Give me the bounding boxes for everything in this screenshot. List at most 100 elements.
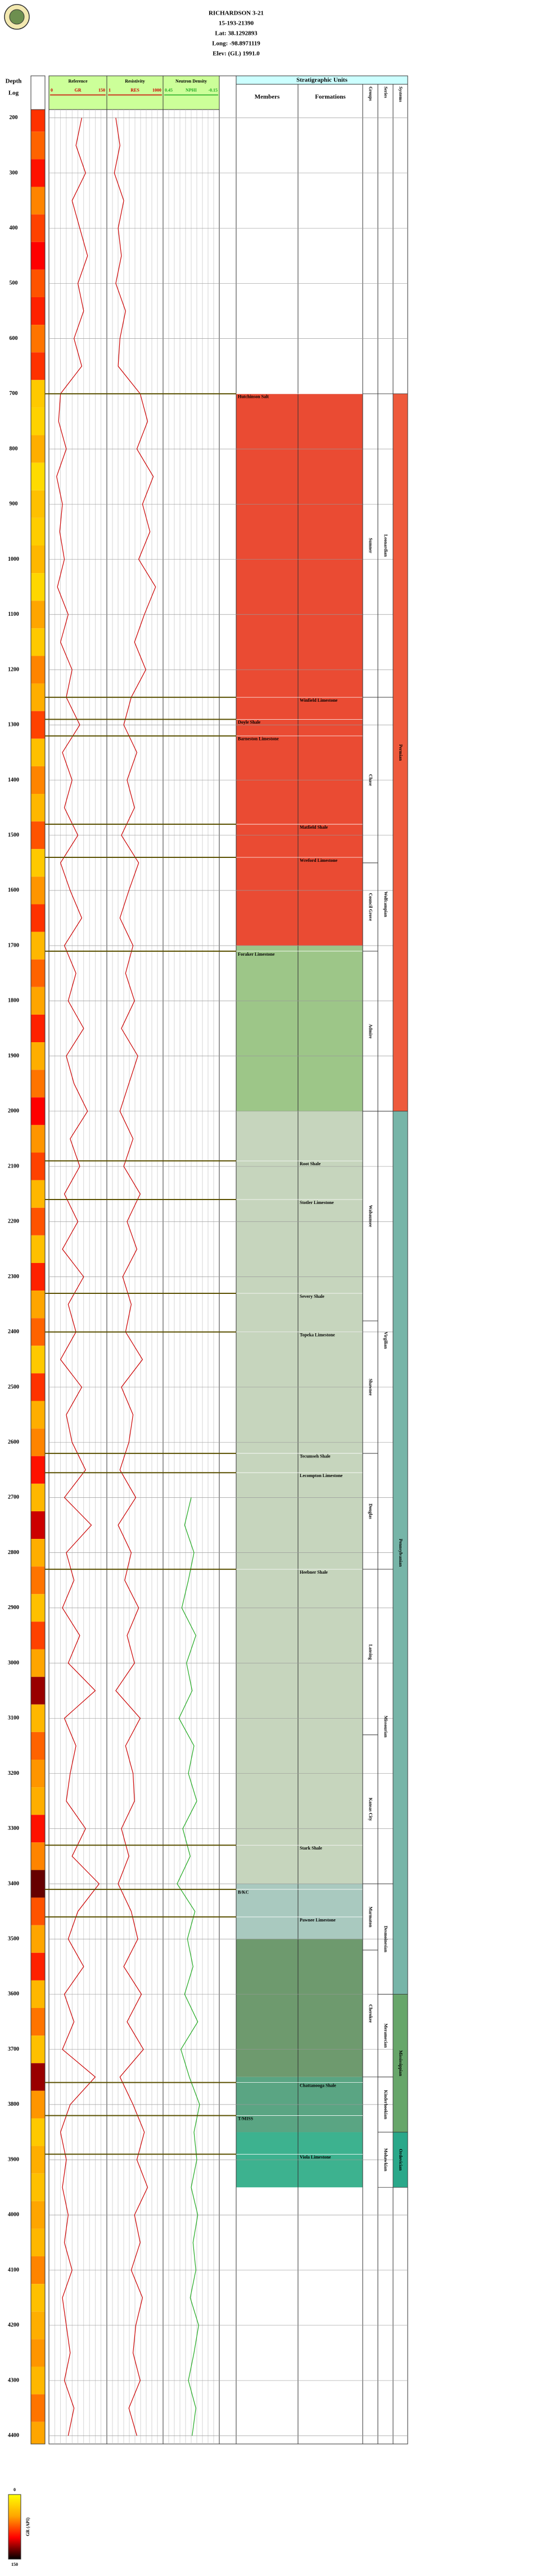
gr-strip-cell: [31, 214, 45, 242]
gr-strip-cell: [31, 297, 45, 325]
colorbar: [8, 2494, 21, 2560]
strat-unit-name: Pennsylvanian: [398, 1539, 403, 1567]
log-curve: [56, 117, 100, 2436]
strat-unit-name: Shawnee: [368, 1379, 373, 1396]
track-scale-label: 1: [109, 88, 111, 93]
gr-strip-cell: [31, 1483, 45, 1511]
member-name: Topeka Limestone: [300, 1333, 335, 1338]
track-name: Resistivity: [125, 79, 145, 84]
depth-label: 500: [10, 280, 18, 287]
strat-unit-name: Missourian: [383, 1716, 389, 1738]
member-name: Wreford Limestone: [300, 858, 337, 863]
depth-label: 3800: [8, 2101, 19, 2107]
gr-strip-cell: [31, 1677, 45, 1705]
strat-column-header: Systems: [398, 87, 403, 102]
track-scale-label: 150: [98, 88, 105, 93]
strat-unit-name: Wolfcampian: [383, 892, 389, 917]
gr-strip-cell: [31, 2394, 45, 2422]
strip-header: [30, 75, 46, 110]
gr-strip-cell: [31, 1235, 45, 1263]
gr-strip-cell: [31, 876, 45, 905]
gr-strip-cell: [31, 628, 45, 656]
strat-column: [362, 84, 378, 2445]
depth-label: 1700: [8, 942, 19, 948]
gr-strip-cell: [31, 1594, 45, 1622]
curve-name: RES: [130, 88, 139, 93]
depth-label: 3100: [8, 1715, 19, 1721]
strat-unit-name: Mohawkian: [383, 2148, 389, 2171]
member-name: Pawnee Limestone: [300, 1918, 336, 1923]
gr-strip-cell: [31, 1704, 45, 1732]
strat-column-header: Members: [255, 94, 280, 101]
header-line: Lat: 38.1292893: [215, 30, 258, 37]
gr-strip-cell: [31, 1952, 45, 1980]
member-name: Chattanooga Shale: [300, 2083, 336, 2088]
depth-label: Depth: [6, 78, 22, 85]
strat-unit-name: Ordovician: [398, 2149, 403, 2171]
strat-unit: [392, 393, 408, 1112]
log-curve: [177, 1497, 200, 2436]
gr-strip-cell: [31, 2118, 45, 2146]
depth-label: 2700: [8, 1494, 19, 1501]
strat-title: Stratigraphic Units: [296, 77, 348, 84]
gr-strip-cell: [31, 1539, 45, 1567]
strat-unit-name: Meramecian: [383, 2024, 389, 2048]
gr-strip-cell: [31, 1870, 45, 1898]
gr-strip-cell: [31, 2421, 45, 2444]
track-header: [48, 75, 107, 110]
depth-label: 1400: [8, 777, 19, 783]
strip-frame: [30, 109, 46, 2445]
depth-label: 2100: [8, 1163, 19, 1169]
track-scale-label: 1000: [152, 88, 161, 93]
gr-strip-cell: [31, 738, 45, 766]
strat-unit-name: Admire: [368, 1024, 373, 1039]
strat-unit-name: Douglas: [368, 1503, 373, 1519]
gr-strip-cell: [31, 1042, 45, 1070]
gr-strip-cell: [31, 2284, 45, 2312]
depth-label: 4000: [8, 2212, 19, 2218]
colorbar-tick: 0: [13, 2487, 16, 2492]
depth-label: 3000: [8, 1660, 19, 1666]
strat-unit-name: Leonardian: [383, 534, 389, 557]
gr-strip-cell: [31, 1207, 45, 1235]
member-name: Viola Limestone: [300, 2155, 331, 2160]
gr-strip-cell: [31, 2201, 45, 2229]
gr-strip-cell: [31, 2008, 45, 2036]
gr-strip-cell: [31, 2366, 45, 2395]
depth-label: 200: [10, 115, 18, 121]
depth-label: 400: [10, 225, 18, 231]
gr-strip-cell: [31, 242, 45, 270]
gr-strip-cell: [31, 849, 45, 877]
gr-strip-cell: [31, 656, 45, 684]
member-name: Doyle Shale: [238, 720, 261, 725]
member-name: Stark Shale: [300, 1846, 322, 1851]
depth-label: 800: [10, 446, 18, 452]
depth-label: 2000: [8, 1108, 19, 1114]
gr-strip-cell: [31, 1456, 45, 1484]
logo-inner: [9, 9, 25, 25]
depth-label: 1000: [8, 556, 19, 562]
gr-strip-cell: [31, 2339, 45, 2367]
strat-unit-name: Sumner: [368, 538, 373, 553]
gr-strip-cell: [31, 1759, 45, 1788]
strat-unit: [392, 2132, 408, 2188]
gr-strip-cell: [31, 573, 45, 601]
member-name: Hutchinson Salt: [238, 394, 269, 399]
gr-strip-cell: [31, 1732, 45, 1760]
member-name: Severy Shale: [300, 1294, 324, 1299]
member-name: Matfield Shale: [300, 825, 328, 830]
depth-label: 700: [10, 390, 18, 397]
depth-label: 3900: [8, 2156, 19, 2162]
gr-strip-cell: [31, 711, 45, 739]
gr-strip-cell: [31, 1180, 45, 1208]
depth-label: 600: [10, 335, 18, 342]
gr-strip-cell: [31, 1787, 45, 1815]
strat-unit-name: Marmaton: [368, 1906, 373, 1927]
gr-strip-cell: [31, 517, 45, 546]
gr-strip-cell: [31, 794, 45, 822]
strat-column-header: Series: [383, 87, 389, 98]
gr-strip-cell: [31, 1815, 45, 1843]
gr-strip-cell: [31, 1428, 45, 1456]
depth-label: 4200: [8, 2322, 19, 2328]
gr-strip-cell: [31, 1511, 45, 1539]
